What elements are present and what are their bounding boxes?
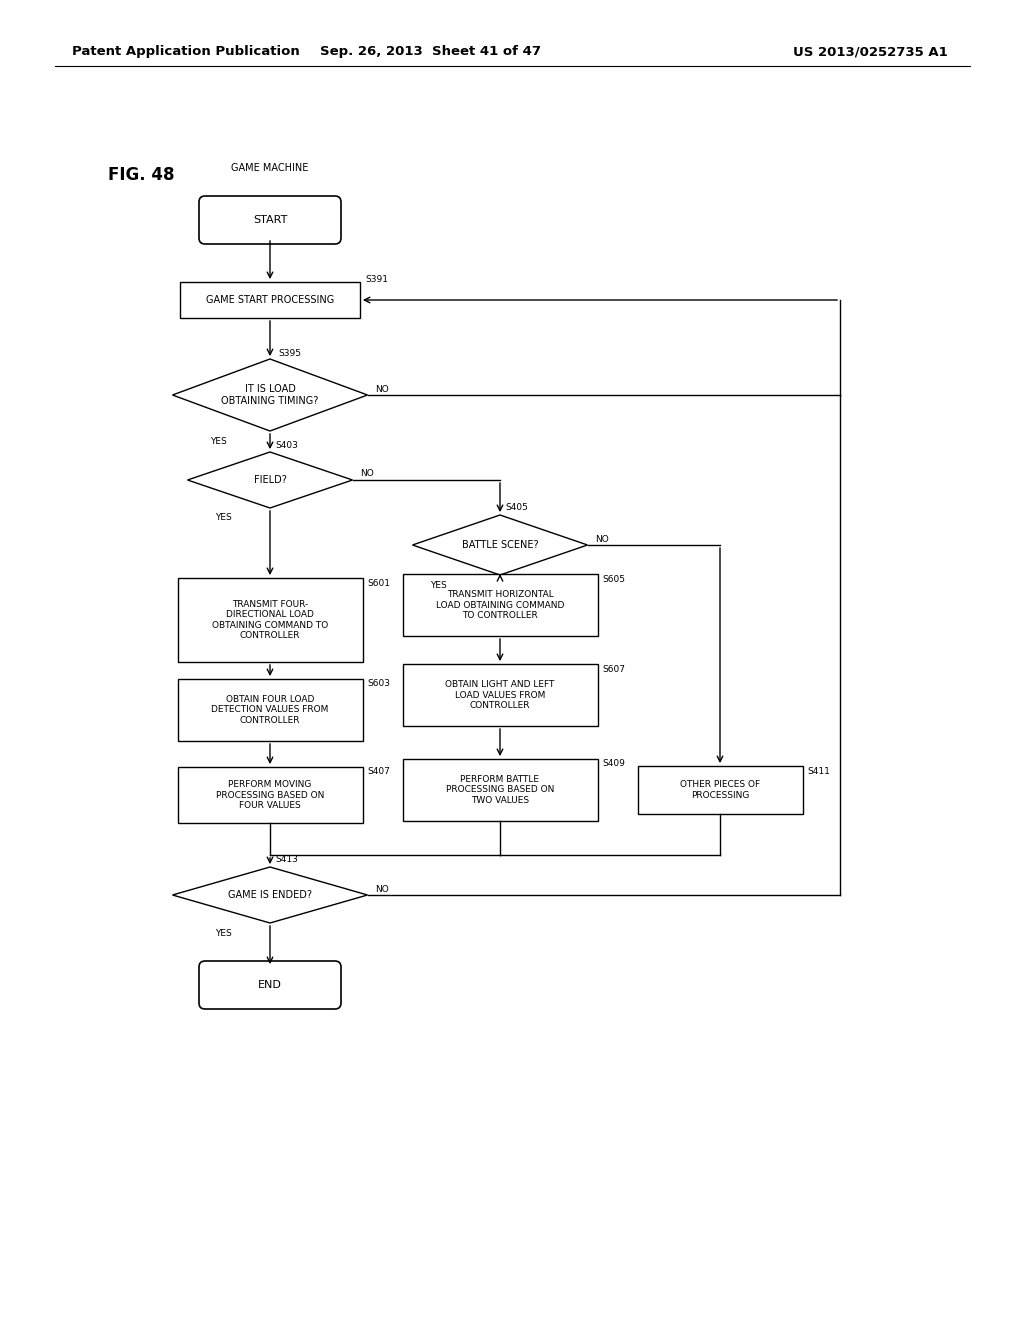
Text: GAME IS ENDED?: GAME IS ENDED? bbox=[228, 890, 312, 900]
Text: S413: S413 bbox=[275, 855, 298, 865]
Text: GAME START PROCESSING: GAME START PROCESSING bbox=[206, 294, 334, 305]
Text: END: END bbox=[258, 979, 282, 990]
Text: PERFORM MOVING
PROCESSING BASED ON
FOUR VALUES: PERFORM MOVING PROCESSING BASED ON FOUR … bbox=[216, 780, 325, 810]
Bar bbox=[177, 578, 362, 663]
Polygon shape bbox=[172, 359, 368, 432]
Text: S409: S409 bbox=[602, 759, 626, 768]
Text: S405: S405 bbox=[505, 503, 528, 511]
FancyBboxPatch shape bbox=[199, 961, 341, 1008]
Text: S607: S607 bbox=[602, 664, 626, 673]
Text: S391: S391 bbox=[365, 276, 388, 285]
Polygon shape bbox=[187, 451, 352, 508]
Bar bbox=[402, 759, 597, 821]
Text: OBTAIN LIGHT AND LEFT
LOAD VALUES FROM
CONTROLLER: OBTAIN LIGHT AND LEFT LOAD VALUES FROM C… bbox=[445, 680, 555, 710]
Bar bbox=[638, 766, 803, 814]
Text: PERFORM BATTLE
PROCESSING BASED ON
TWO VALUES: PERFORM BATTLE PROCESSING BASED ON TWO V… bbox=[445, 775, 554, 805]
Text: NO: NO bbox=[596, 535, 609, 544]
Text: FIG. 48: FIG. 48 bbox=[108, 166, 174, 183]
Text: TRANSMIT FOUR-
DIRECTIONAL LOAD
OBTAINING COMMAND TO
CONTROLLER: TRANSMIT FOUR- DIRECTIONAL LOAD OBTAININ… bbox=[212, 599, 328, 640]
Text: IT IS LOAD
OBTAINING TIMING?: IT IS LOAD OBTAINING TIMING? bbox=[221, 384, 318, 405]
Polygon shape bbox=[413, 515, 588, 576]
Text: TRANSMIT HORIZONTAL
LOAD OBTAINING COMMAND
TO CONTROLLER: TRANSMIT HORIZONTAL LOAD OBTAINING COMMA… bbox=[436, 590, 564, 620]
Text: START: START bbox=[253, 215, 287, 224]
Text: S601: S601 bbox=[368, 578, 390, 587]
Text: YES: YES bbox=[215, 513, 231, 523]
Polygon shape bbox=[172, 867, 368, 923]
Text: OBTAIN FOUR LOAD
DETECTION VALUES FROM
CONTROLLER: OBTAIN FOUR LOAD DETECTION VALUES FROM C… bbox=[211, 696, 329, 725]
FancyBboxPatch shape bbox=[199, 195, 341, 244]
Text: S603: S603 bbox=[368, 680, 390, 689]
Text: OTHER PIECES OF
PROCESSING: OTHER PIECES OF PROCESSING bbox=[680, 780, 760, 800]
Text: S407: S407 bbox=[368, 767, 390, 776]
Text: Sep. 26, 2013  Sheet 41 of 47: Sep. 26, 2013 Sheet 41 of 47 bbox=[319, 45, 541, 58]
Text: YES: YES bbox=[215, 928, 231, 937]
Text: S411: S411 bbox=[808, 767, 830, 776]
Text: S605: S605 bbox=[602, 574, 626, 583]
Text: S395: S395 bbox=[278, 348, 301, 358]
Bar bbox=[180, 282, 360, 318]
Text: NO: NO bbox=[360, 470, 374, 479]
Text: S403: S403 bbox=[275, 441, 298, 450]
Text: Patent Application Publication: Patent Application Publication bbox=[72, 45, 300, 58]
Text: GAME MACHINE: GAME MACHINE bbox=[231, 162, 308, 173]
Bar bbox=[402, 664, 597, 726]
Text: YES: YES bbox=[210, 437, 226, 446]
Bar bbox=[402, 574, 597, 636]
Bar bbox=[177, 767, 362, 822]
Text: NO: NO bbox=[376, 884, 389, 894]
Text: FIELD?: FIELD? bbox=[254, 475, 287, 484]
Text: YES: YES bbox=[430, 581, 446, 590]
Text: BATTLE SCENE?: BATTLE SCENE? bbox=[462, 540, 539, 550]
Text: NO: NO bbox=[376, 384, 389, 393]
Bar bbox=[177, 678, 362, 741]
Text: US 2013/0252735 A1: US 2013/0252735 A1 bbox=[793, 45, 947, 58]
